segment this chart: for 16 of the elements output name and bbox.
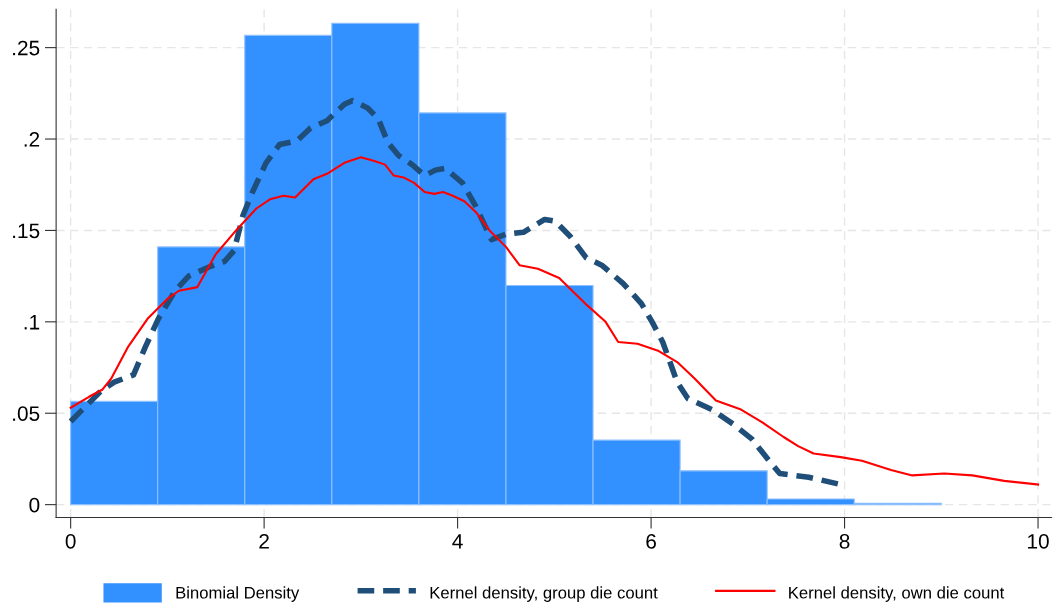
y-tick-label: .2 bbox=[24, 132, 40, 147]
legend-label: Kernel density, own die count bbox=[789, 586, 1005, 602]
x-tick-label: 4 bbox=[452, 534, 463, 549]
y-tick-label: .05 bbox=[13, 406, 40, 421]
legend-label: Binomial Density bbox=[176, 586, 300, 602]
x-tick-label: 10 bbox=[1028, 533, 1049, 549]
y-tick-label: .15 bbox=[13, 223, 40, 239]
line-series bbox=[69, 156, 1040, 486]
legend-label: Kernel density, group die count bbox=[430, 586, 658, 602]
x-tick-label: 8 bbox=[839, 533, 850, 549]
x-tick-label: 0 bbox=[65, 533, 76, 549]
y-tick-label: .1 bbox=[24, 315, 40, 330]
x-tick-label: 6 bbox=[646, 533, 656, 549]
y-tick-label: .25 bbox=[13, 40, 40, 56]
y-tick-label: 0 bbox=[29, 497, 40, 513]
x-tick-label: 2 bbox=[259, 533, 269, 549]
